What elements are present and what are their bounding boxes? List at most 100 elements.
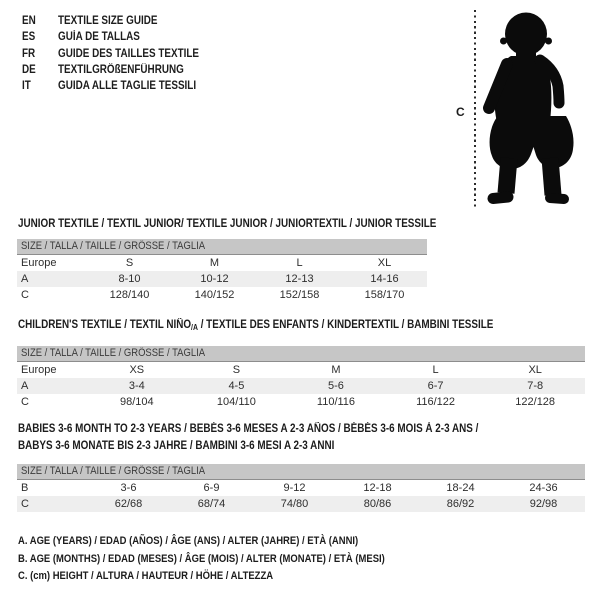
table-cell: B [21, 482, 29, 494]
table-cell: 9-12 [283, 482, 306, 494]
language-list: EN TEXTILE SIZE GUIDE ES GUÍA DE TALLAS FR… [22, 13, 222, 94]
language-row: FR GUIDE DES TAILLES TEXTILE [22, 46, 222, 62]
height-measure-dotted-line [474, 10, 476, 208]
table-cell: S [125, 257, 134, 269]
table-cell: 7-8 [527, 380, 544, 392]
table-cell: 158/170 [364, 289, 405, 301]
table-cell: 24-36 [529, 482, 558, 494]
language-code: DE [22, 63, 36, 76]
baby-silhouette-icon [483, 12, 574, 204]
table-cell: 3-4 [128, 380, 145, 392]
junior-size-table: SIZE / TALLA / TAILLE / GRÖSSE / TAGLIA … [17, 239, 427, 303]
table-cell: A [21, 380, 29, 392]
language-code: IT [22, 80, 31, 93]
table-cell: 116/122 [416, 396, 456, 408]
table-cell: 12-13 [285, 273, 314, 285]
table-cell: M [209, 257, 220, 269]
table-row: Europe XS S M L XL [17, 362, 585, 378]
table-cell: 140/152 [194, 289, 235, 301]
language-label: GUÍA DE TALLAS [58, 31, 140, 44]
language-label: TEXTILGRÖßENFÜHRUNG [58, 63, 184, 76]
table-cell: 62/68 [114, 498, 143, 510]
title-text-line1: BABIES 3-6 MONTH TO 2-3 YEARS / BEBÉS 3-… [18, 423, 479, 435]
table-cell: A [21, 273, 29, 285]
table-cell: 10-12 [200, 273, 229, 285]
size-header-bar: SIZE / TALLA / TAILLE / GRÖSSE / TAGLIA [17, 239, 427, 255]
junior-table-title: JUNIOR TEXTILE / TEXTIL JUNIOR/ TEXTILE … [18, 218, 504, 230]
table-cell: 110/116 [316, 396, 356, 408]
table-cell: L [296, 257, 303, 269]
table-cell: 6-7 [427, 380, 444, 392]
table-cell: Europe [21, 364, 57, 376]
table-cell: 128/140 [109, 289, 150, 301]
table-row: B 3-6 6-9 9-12 12-18 18-24 24-36 [17, 480, 585, 496]
size-header-text: SIZE / TALLA / TAILLE / GRÖSSE / TAGLIA [21, 347, 206, 359]
language-label: GUIDA ALLE TAGLIE TESSILI [58, 80, 197, 93]
size-header-bar: SIZE / TALLA / TAILLE / GRÖSSE / TAGLIA [17, 464, 585, 480]
table-cell: C [21, 289, 29, 301]
legend-line-a: A. AGE (YEARS) / EDAD (AÑOS) / ÂGE (ANS)… [18, 533, 445, 551]
language-label: GUIDE DES TAILLES TEXTILE [58, 47, 200, 60]
language-code: ES [22, 31, 36, 44]
table-cell: Europe [21, 257, 57, 269]
table-cell: XS [129, 364, 145, 376]
title-subscript: /A [191, 323, 198, 332]
table-cell: 74/80 [280, 498, 309, 510]
table-cell: C [21, 396, 29, 408]
language-row: ES GUÍA DE TALLAS [22, 29, 222, 45]
legend-line-c: C. (cm) HEIGHT / ALTURA / HAUTEUR / HÖHE… [18, 568, 445, 586]
table-cell: 12-18 [363, 482, 392, 494]
title-text: JUNIOR TEXTILE / TEXTIL JUNIOR/ TEXTILE … [18, 218, 437, 230]
language-row: EN TEXTILE SIZE GUIDE [22, 13, 222, 29]
title-text-pre: CHILDREN'S TEXTILE / TEXTIL NIÑO [18, 319, 192, 331]
table-row: C 62/68 68/74 74/80 80/86 86/92 92/98 [17, 496, 585, 512]
table-cell: 4-5 [228, 380, 245, 392]
table-cell: 3-6 [120, 482, 137, 494]
table-row: Europe S M L XL [17, 255, 427, 271]
table-cell: 80/86 [363, 498, 392, 510]
table-cell: L [432, 364, 439, 376]
language-label: TEXTILE SIZE GUIDE [58, 15, 158, 27]
table-cell: 98/104 [119, 396, 154, 408]
title-text: CHILDREN'S TEXTILE / TEXTIL NIÑO/A / TEX… [18, 319, 493, 332]
table-row: C 128/140 140/152 152/158 158/170 [17, 287, 427, 303]
language-code: FR [22, 47, 36, 60]
table-cell: XL [377, 257, 392, 269]
language-code: EN [22, 15, 36, 27]
table-cell: XL [528, 364, 542, 376]
table-cell: 6-9 [203, 482, 220, 494]
table-cell: 86/92 [446, 498, 475, 510]
legend-line-b: B. AGE (MONTHS) / EDAD (MESES) / ÂGE (MO… [18, 551, 445, 569]
table-cell: 68/74 [197, 498, 226, 510]
legend-text: A. AGE (YEARS) / EDAD (AÑOS) / ÂGE (ANS)… [18, 535, 359, 547]
children-size-table: SIZE / TALLA / TAILLE / GRÖSSE / TAGLIA … [17, 346, 585, 410]
title-text-post: / TEXTILE DES ENFANTS / KINDERTEXTIL / B… [197, 319, 494, 331]
size-header-text: SIZE / TALLA / TAILLE / GRÖSSE / TAGLIA [21, 240, 206, 252]
table-cell: M [331, 364, 341, 376]
legend-text: B. AGE (MONTHS) / EDAD (MESES) / ÂGE (MO… [18, 552, 385, 565]
size-header-text: SIZE / TALLA / TAILLE / GRÖSSE / TAGLIA [21, 465, 206, 477]
children-table-title: CHILDREN'S TEXTILE / TEXTIL NIÑO/A / TEX… [18, 319, 571, 332]
language-row: DE TEXTILGRÖßENFÜHRUNG [22, 62, 222, 78]
table-row: A 3-4 4-5 5-6 6-7 7-8 [17, 378, 585, 394]
table-cell: 18-24 [446, 482, 475, 494]
table-cell: 152/158 [279, 289, 320, 301]
table-cell: 8-10 [118, 273, 141, 285]
table-cell: 5-6 [328, 380, 344, 392]
language-row: IT GUIDA ALLE TAGLIE TESSILI [22, 78, 222, 94]
table-cell: 104/110 [216, 396, 256, 408]
table-row: A 8-10 10-12 12-13 14-16 [17, 271, 427, 287]
height-label-c: C [456, 105, 465, 119]
title-text-line2: BABYS 3-6 MONATE BIS 2-3 JAHRE / BAMBINI… [18, 440, 335, 452]
size-header-bar: SIZE / TALLA / TAILLE / GRÖSSE / TAGLIA [17, 346, 585, 362]
babies-size-table: SIZE / TALLA / TAILLE / GRÖSSE / TAGLIA … [17, 464, 585, 512]
legend-text: C. (cm) HEIGHT / ALTURA / HAUTEUR / HÖHE… [18, 570, 274, 583]
table-cell: 92/98 [529, 498, 558, 510]
table-cell: C [21, 498, 29, 510]
babies-table-title: BABIES 3-6 MONTH TO 2-3 YEARS / BEBÉS 3-… [18, 421, 553, 455]
table-cell: 14-16 [370, 273, 399, 285]
table-cell: S [232, 364, 241, 376]
legend: A. AGE (YEARS) / EDAD (AÑOS) / ÂGE (ANS)… [18, 533, 445, 586]
table-cell: 122/128 [515, 396, 556, 408]
